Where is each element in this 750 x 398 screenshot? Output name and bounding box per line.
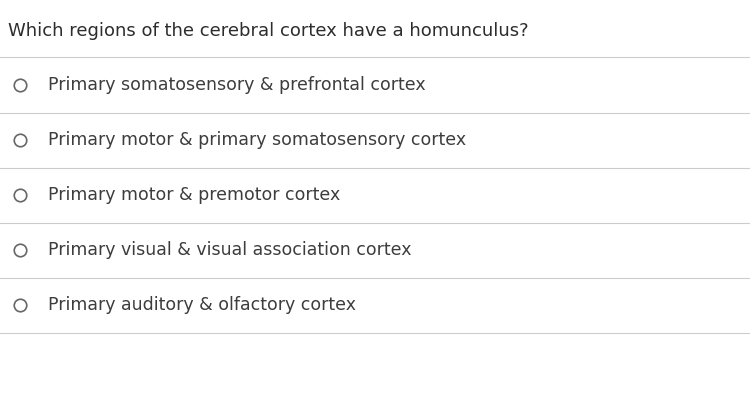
- Text: Primary somatosensory & prefrontal cortex: Primary somatosensory & prefrontal corte…: [48, 76, 426, 94]
- Text: Primary auditory & olfactory cortex: Primary auditory & olfactory cortex: [48, 296, 356, 314]
- Text: Primary motor & premotor cortex: Primary motor & premotor cortex: [48, 186, 340, 204]
- Text: Primary motor & primary somatosensory cortex: Primary motor & primary somatosensory co…: [48, 131, 466, 149]
- Text: Primary visual & visual association cortex: Primary visual & visual association cort…: [48, 241, 412, 259]
- Text: Which regions of the cerebral cortex have a homunculus?: Which regions of the cerebral cortex hav…: [8, 22, 529, 40]
